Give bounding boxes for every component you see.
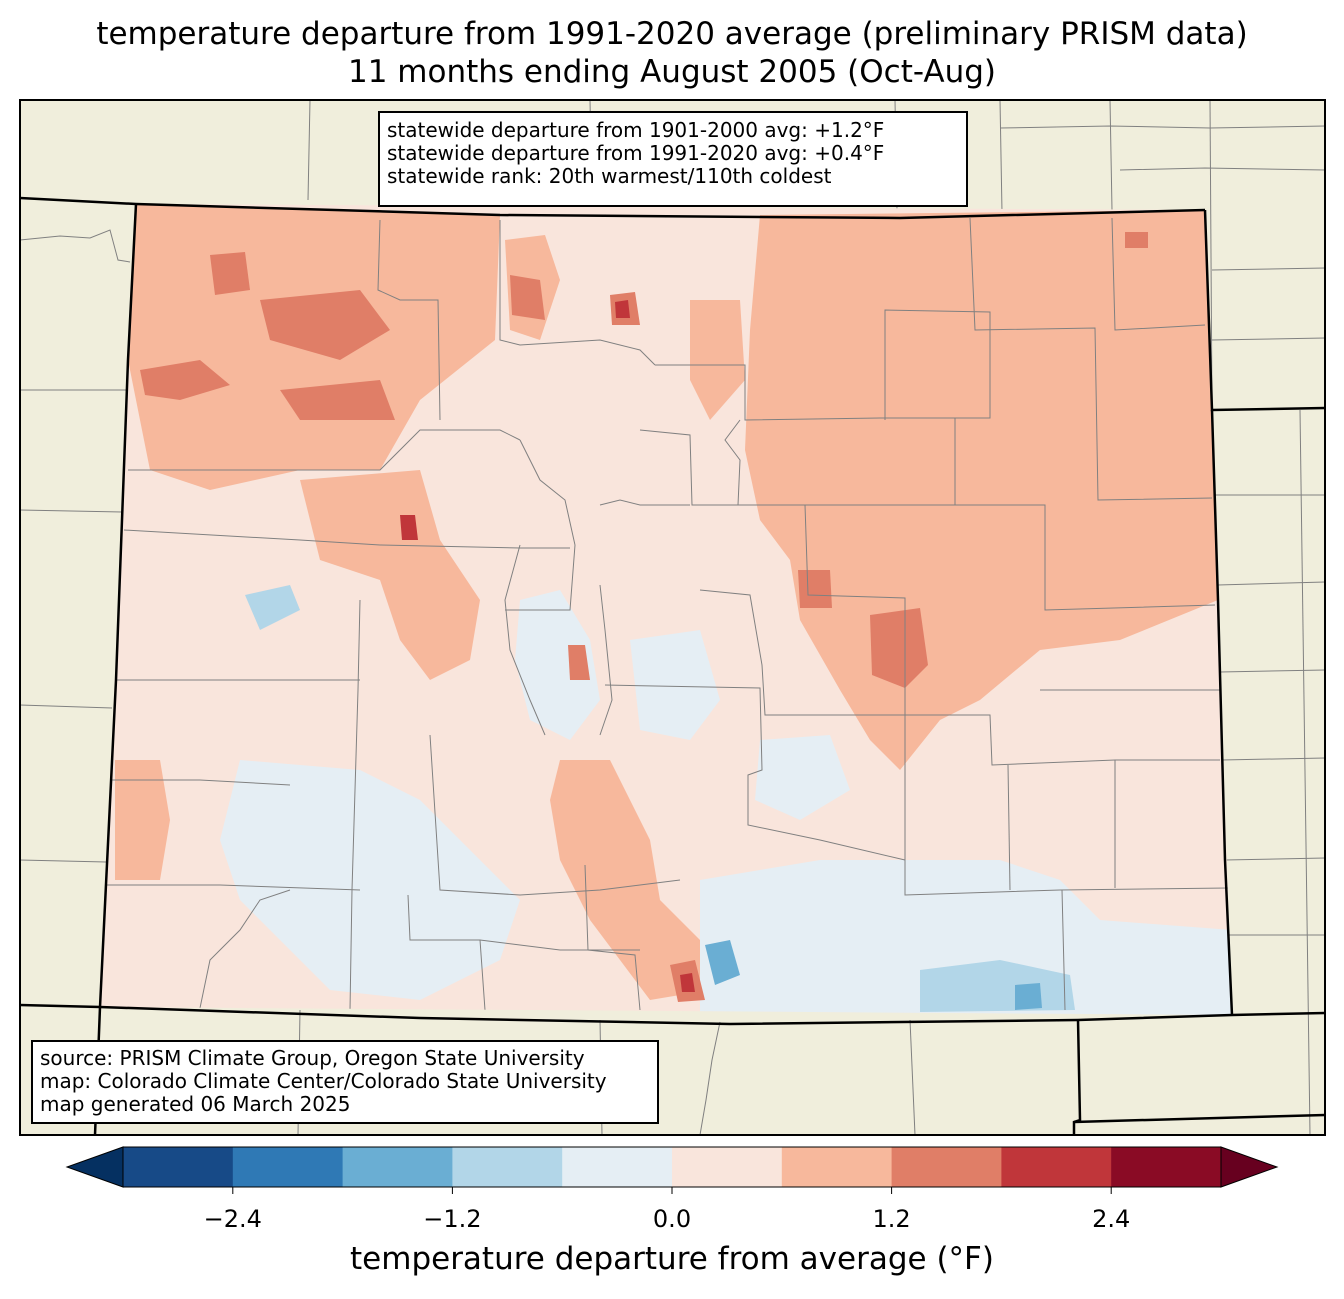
map-title-line2: 11 months ending August 2005 (Oct-Aug) — [347, 54, 997, 90]
map-title-line1: temperature departure from 1991-2020 ave… — [96, 16, 1248, 52]
cool-spot-west — [245, 585, 300, 630]
cool-region-valley — [515, 590, 600, 740]
hot-spot-nw1 — [140, 360, 230, 400]
colorbar-bin — [342, 1147, 453, 1187]
temperature-field — [100, 204, 1232, 1015]
colorbar-bin — [562, 1147, 673, 1187]
warm-spot-north2 — [690, 300, 745, 420]
map-frame — [19, 99, 1326, 1136]
cool-region-central — [630, 630, 720, 740]
colorbar-bin — [123, 1147, 234, 1187]
warm-region-east — [745, 210, 1218, 770]
cool-region-se — [700, 860, 1232, 1015]
source-line: source: PRISM Climate Group, Oregon Stat… — [40, 1046, 585, 1070]
stat-departure-1991-2020: statewide departure from 1991-2020 avg: … — [387, 141, 885, 165]
warm-region-central — [300, 470, 480, 680]
map-credit-line: map: Colorado Climate Center/Colorado St… — [40, 1069, 607, 1093]
warm-region-south — [550, 760, 710, 1000]
statewide-stats-box: statewide departure from 1901-2000 avg: … — [378, 111, 968, 207]
hottest-spot-south — [680, 973, 695, 992]
cool-region-east — [755, 735, 850, 820]
colorbar-tick-label: 2.4 — [1092, 1205, 1131, 1233]
hot-spot-east2 — [798, 570, 832, 608]
stat-rank: statewide rank: 20th warmest/110th colde… — [387, 164, 832, 188]
hot-spot-east — [870, 608, 928, 688]
colorbar-tick-label: −2.4 — [203, 1205, 262, 1233]
colorbar-bin — [781, 1147, 893, 1187]
source-credits-box: source: PRISM Climate Group, Oregon Stat… — [31, 1040, 659, 1124]
hot-spot-nw4 — [280, 380, 395, 420]
hot-spot-central — [568, 645, 590, 680]
colorbar-bin — [672, 1147, 783, 1187]
hottest-spot-north — [615, 300, 630, 318]
colorbar-tick-label: 1.2 — [872, 1205, 911, 1233]
colorbar-tick-label: 0.0 — [652, 1205, 692, 1233]
state-borders — [20, 196, 1325, 1135]
colorbar-tick-label: −1.2 — [423, 1205, 482, 1233]
cool-spot-south — [705, 940, 740, 985]
colorbar-bin — [891, 1147, 1002, 1187]
colorbar-bin — [232, 1147, 344, 1187]
warm-region-sw — [115, 760, 170, 880]
generated-date-line: map generated 06 March 2025 — [40, 1092, 351, 1116]
colorbar-under-arrow — [65, 1146, 124, 1188]
county-lines — [106, 217, 1231, 1011]
colorbar — [65, 1146, 1279, 1194]
hot-spot-nw2 — [260, 290, 390, 360]
hot-spot-ne — [1125, 232, 1148, 248]
hot-spot-north — [510, 275, 545, 320]
colorbar-bin — [1111, 1147, 1222, 1187]
stat-departure-1901-2000: statewide departure from 1901-2000 avg: … — [387, 118, 885, 142]
colorbar-bin — [1001, 1147, 1112, 1187]
hottest-spot-central — [400, 515, 418, 540]
colorbar-title: temperature departure from average (°F) — [350, 1241, 994, 1277]
colorbar-bin — [452, 1147, 563, 1187]
hot-spot-nw3 — [210, 252, 250, 295]
colorbar-over-arrow — [1220, 1146, 1279, 1188]
cool-spot-se-core — [1015, 983, 1042, 1010]
